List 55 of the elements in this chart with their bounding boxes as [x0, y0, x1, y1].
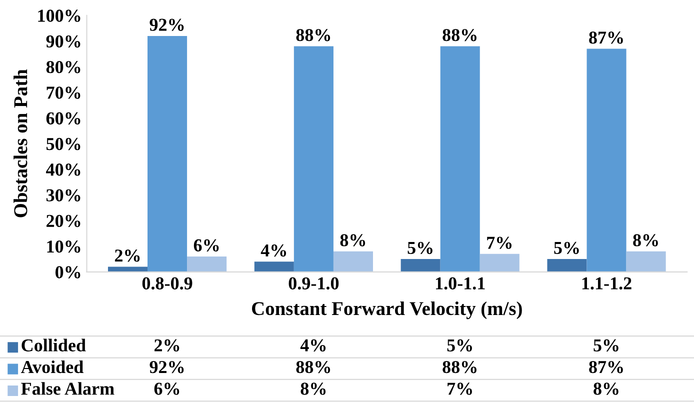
x-tick-label: 1.0-1.1 [436, 277, 485, 290]
text: 5% [554, 242, 579, 254]
y-tick-label: 80% [46, 60, 80, 74]
text: 6% [194, 239, 219, 252]
data-label: 2% [154, 339, 180, 352]
text: 4% [260, 244, 286, 257]
text: 92% [150, 18, 184, 31]
data-label: 8% [594, 382, 618, 395]
y-tick-label: 50% [46, 138, 80, 150]
x-tick-label: 1.1-1.2 [582, 277, 632, 290]
text: 2% [114, 250, 140, 262]
text: 8% [340, 234, 366, 246]
y-tick-label: 70% [46, 86, 80, 99]
data-label: 5% [594, 339, 618, 352]
text: 88% [442, 28, 476, 42]
data-label: 88% [442, 360, 476, 374]
y-tick-label: 60% [46, 112, 80, 125]
legend-label: False Alarm [21, 382, 114, 395]
data-label: 88% [296, 360, 330, 374]
data-label: 6% [154, 382, 180, 395]
data-label: 5% [447, 339, 472, 352]
text: 5% [408, 242, 432, 254]
text: 8% [633, 234, 658, 246]
y-tick-label: 30% [46, 189, 80, 202]
bar [187, 256, 227, 272]
data-label: 92% [150, 360, 184, 374]
y-tick-label: 40% [46, 164, 80, 176]
y-tick-label: 20% [46, 214, 80, 228]
data-label: 4% [300, 339, 326, 352]
bar [400, 259, 440, 272]
y-tick-label: 0% [55, 266, 80, 278]
data-label: 87% [589, 360, 623, 374]
bar [480, 254, 520, 272]
bar [440, 46, 480, 272]
text: 87% [589, 32, 623, 44]
bar [333, 251, 373, 272]
x-tick-label: 0.9-1.0 [288, 277, 339, 290]
y-tick-label: 100% [38, 10, 80, 22]
bar [626, 251, 666, 272]
x-tick-label: 0.8-0.9 [142, 277, 192, 290]
legend-label: Collided [22, 338, 86, 352]
bar [547, 259, 587, 272]
data-label: 8% [300, 382, 326, 395]
y-tick-label: 90% [46, 35, 80, 48]
bar [148, 36, 188, 272]
bar [586, 48, 626, 272]
bar [294, 46, 334, 272]
x-axis-title: Constant Forward Velocity (m/s) [252, 301, 522, 320]
text: 88% [296, 28, 330, 42]
y-tick-label: 10% [47, 240, 80, 253]
text: 7% [487, 236, 512, 249]
legend-label: Avoided [21, 360, 84, 374]
data-label: 7% [448, 382, 472, 395]
bar [254, 262, 294, 272]
y-axis-title: Obstacles on Path [14, 69, 28, 218]
